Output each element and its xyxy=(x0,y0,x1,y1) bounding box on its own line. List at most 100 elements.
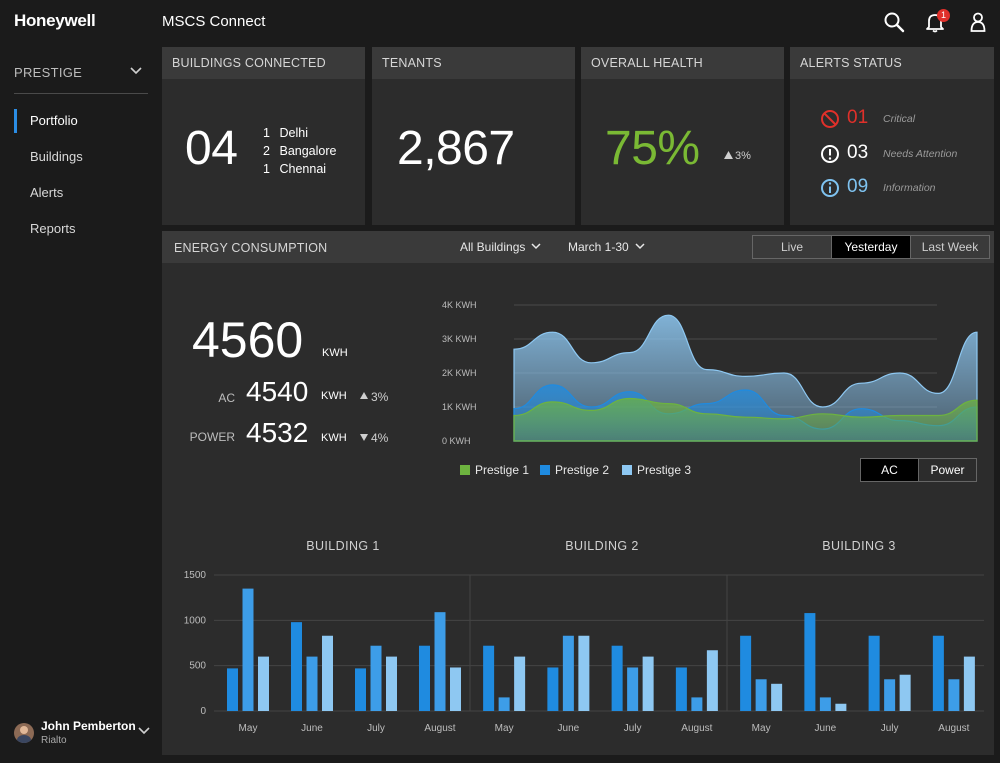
bar xyxy=(963,656,975,711)
user-site: Rialto xyxy=(41,735,67,746)
legend-prestige-2: Prestige 2 xyxy=(540,463,609,477)
avatar xyxy=(14,723,34,743)
bar xyxy=(450,667,461,711)
bar xyxy=(562,635,574,711)
bar xyxy=(498,697,510,711)
x-tick-label: August xyxy=(681,723,712,734)
list-item: 2 Bangalore xyxy=(263,144,337,158)
sidebar-item-buildings[interactable]: Buildings xyxy=(30,149,83,164)
x-tick-label: July xyxy=(367,723,385,734)
ac-delta: 3% xyxy=(371,390,389,404)
power-label: POWER xyxy=(189,430,235,444)
brand-logo: Honeywell xyxy=(14,11,96,30)
bar xyxy=(835,703,847,711)
energy-area-chart: 0 KWH 1K KWH 2K KWH 3K KWH 4K KWH xyxy=(442,300,978,446)
notification-badge: 1 xyxy=(937,9,950,22)
power-delta: 4% xyxy=(371,431,389,445)
power-unit: KWH xyxy=(321,432,347,444)
y-tick-label: 2K KWH xyxy=(442,368,477,378)
legend-swatch xyxy=(460,465,470,475)
energy-consumption-panel: ENERGY CONSUMPTION All Buildings March 1… xyxy=(162,231,994,755)
y-tick-label: 1000 xyxy=(184,615,207,626)
user-name: John Pemberton xyxy=(41,719,136,733)
total-unit: KWH xyxy=(322,347,348,359)
x-tick-label: June xyxy=(558,723,580,734)
building-2-title: BUILDING 2 xyxy=(565,539,639,553)
user-icon[interactable] xyxy=(967,11,989,33)
x-tick-label: May xyxy=(752,723,771,734)
y-tick-label: 1500 xyxy=(184,570,207,581)
bar xyxy=(932,635,944,711)
legend-prestige-3: Prestige 3 xyxy=(622,463,691,477)
bar xyxy=(242,588,254,711)
chevron-down-icon xyxy=(138,727,150,735)
bar xyxy=(258,656,269,711)
bar xyxy=(868,635,880,711)
sidebar-item-reports[interactable]: Reports xyxy=(30,221,76,236)
info-icon xyxy=(821,179,839,197)
date-filter-dropdown[interactable]: March 1-30 xyxy=(568,240,645,254)
mode-ac-button[interactable]: AC xyxy=(861,459,919,481)
sidebar: PRESTIGE Portfolio Buildings Alerts Repo… xyxy=(0,44,158,763)
sidebar-item-portfolio[interactable]: Portfolio xyxy=(14,109,154,133)
bar xyxy=(386,656,397,711)
list-item: 1 Delhi xyxy=(263,126,308,140)
x-tick-label: July xyxy=(881,723,899,734)
buildings-count: 04 xyxy=(185,122,238,175)
ac-value: 4540 xyxy=(246,376,309,407)
y-tick-label: 0 KWH xyxy=(442,436,471,446)
user-menu[interactable]: John Pemberton Rialto xyxy=(14,719,154,751)
legend-prestige-1: Prestige 1 xyxy=(460,463,529,477)
buildings-filter-dropdown[interactable]: All Buildings xyxy=(460,240,541,254)
mode-toggle: AC Power xyxy=(860,458,977,482)
card-title: OVERALL HEALTH xyxy=(581,47,784,79)
list-item: 1 Chennai xyxy=(263,162,327,176)
sidebar-item-alerts[interactable]: Alerts xyxy=(30,185,64,200)
health-delta: 3% xyxy=(735,150,751,162)
alert-information[interactable]: 09 Information xyxy=(820,176,1000,200)
mode-power-button[interactable]: Power xyxy=(930,463,965,477)
building-3-title: BUILDING 3 xyxy=(822,539,896,553)
range-last-week-button[interactable]: Last Week xyxy=(921,240,979,254)
bar xyxy=(755,679,767,711)
site-selector[interactable]: PRESTIGE xyxy=(14,64,148,94)
range-live-button[interactable]: Live xyxy=(753,236,832,258)
tenants-card: TENANTS 2,867 xyxy=(372,47,575,225)
bar xyxy=(740,635,752,711)
range-toggle: Live Yesterday Last Week xyxy=(752,235,990,259)
site-selector-label: PRESTIGE xyxy=(14,65,83,80)
bar xyxy=(322,635,333,711)
x-tick-label: May xyxy=(495,723,514,734)
y-tick-label: 500 xyxy=(189,661,206,672)
arrow-up-icon xyxy=(360,392,368,399)
bar xyxy=(884,679,896,711)
card-title: TENANTS xyxy=(372,47,575,79)
bar xyxy=(227,668,238,711)
legend-swatch xyxy=(622,465,632,475)
bar xyxy=(804,613,816,711)
alert-critical[interactable]: 01 Critical xyxy=(820,107,1000,131)
app-title: MSCS Connect xyxy=(162,13,266,30)
bar xyxy=(948,679,960,711)
x-tick-label: June xyxy=(815,723,837,734)
bar xyxy=(675,667,687,711)
chevron-down-icon xyxy=(130,67,142,75)
legend-swatch xyxy=(540,465,550,475)
search-icon[interactable] xyxy=(883,11,905,33)
x-tick-label: June xyxy=(301,723,323,734)
card-title: BUILDINGS CONNECTED xyxy=(162,47,365,79)
bar xyxy=(355,668,366,711)
y-tick-label: 0 xyxy=(200,706,206,717)
ac-unit: KWH xyxy=(321,390,347,402)
arrow-down-icon xyxy=(360,434,368,441)
range-yesterday-button[interactable]: Yesterday xyxy=(832,236,911,258)
bar xyxy=(771,683,783,711)
bar xyxy=(578,635,590,711)
health-value: 75% xyxy=(605,122,700,175)
y-tick-label: 4K KWH xyxy=(442,300,477,310)
x-tick-label: May xyxy=(239,723,258,734)
alert-needs-attention[interactable]: 03 Needs Attention xyxy=(820,142,1000,166)
top-bar: Honeywell MSCS Connect 1 xyxy=(0,0,1000,44)
bar xyxy=(306,656,318,711)
bar xyxy=(434,612,446,711)
